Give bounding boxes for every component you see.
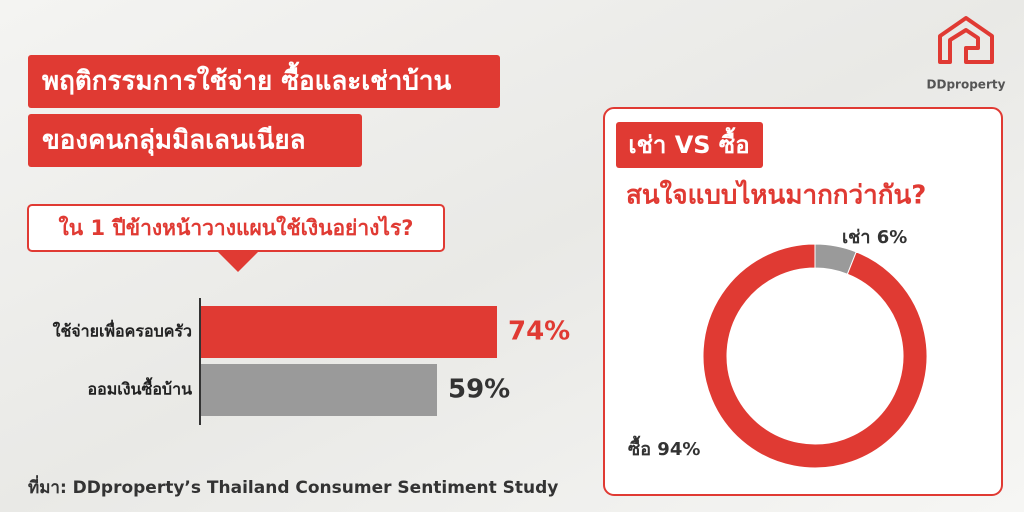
source: ที่มา: DDproperty’s Thailand Consumer Se… bbox=[28, 475, 558, 498]
question: ใน 1 ปีข้างหน้าวางแผนใช้เงินอย่างไร? bbox=[59, 215, 414, 240]
question-box bbox=[27, 204, 445, 252]
pointer bbox=[218, 252, 258, 272]
title-box bbox=[28, 55, 500, 108]
bar bbox=[201, 364, 437, 416]
value-label: เช่า 6% bbox=[842, 227, 907, 248]
category-label: ใช้จ่ายเพื่อครอบครัว bbox=[53, 320, 192, 341]
title-line: ของคนกลุ่มมิลเลนเนียล bbox=[42, 126, 306, 157]
donut-slice bbox=[702, 243, 928, 469]
value-label: 59% bbox=[448, 375, 510, 405]
panel-subtitle: สนใจแบบไหนมากกว่ากัน? bbox=[626, 179, 926, 211]
title-box bbox=[28, 114, 362, 167]
panel-title-box bbox=[616, 122, 763, 168]
brand: DDproperty bbox=[927, 78, 1006, 92]
logo: DDproperty bbox=[927, 16, 1006, 92]
category-label: ออมเงินซื้อบ้าน bbox=[87, 377, 192, 399]
value-label: 74% bbox=[508, 317, 570, 347]
title-line: พฤติกรรมการใช้จ่าย ซื้อและเช่าบ้าน bbox=[42, 61, 451, 97]
value-label: ซื้อ 94% bbox=[628, 435, 700, 460]
panel-title: เช่า VS ซื้อ bbox=[628, 126, 749, 159]
bar bbox=[201, 306, 497, 358]
